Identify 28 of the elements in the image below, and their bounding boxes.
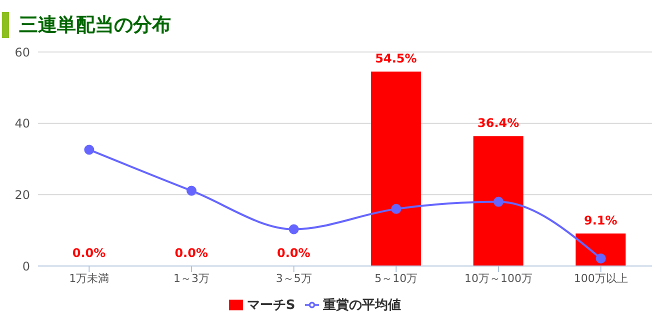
- point: [494, 196, 504, 207]
- bar: [371, 72, 421, 266]
- y-tick-label: 0: [22, 259, 30, 274]
- point: [391, 204, 402, 214]
- data-label: 0.0%: [174, 246, 208, 260]
- point: [596, 254, 606, 264]
- x-tick-label: 100万以上: [574, 272, 628, 285]
- legend-label: マーチS: [246, 298, 296, 313]
- x-tick-label: 1～3万: [174, 272, 210, 285]
- data-label: 0.0%: [72, 246, 106, 260]
- x-tick-label: 1万未満: [69, 272, 110, 285]
- y-tick-label: 40: [14, 116, 30, 131]
- data-label: 9.1%: [584, 214, 618, 228]
- bar: [576, 234, 626, 266]
- point: [84, 144, 94, 155]
- y-tick-label: 60: [14, 45, 30, 60]
- legend-label: 重賞の平均値: [323, 298, 402, 313]
- data-label: 54.5%: [375, 52, 417, 66]
- chart-title: 三連単配当の分布: [19, 13, 171, 38]
- data-label: 36.4%: [478, 116, 520, 130]
- y-tick-label: 20: [14, 188, 30, 202]
- x-tick-label: 3～5万: [276, 272, 312, 285]
- x-tick-label: 5～10万: [374, 272, 418, 285]
- data-label: 0.0%: [277, 246, 310, 260]
- point: [288, 224, 299, 234]
- bar: [473, 136, 524, 266]
- point: [186, 186, 196, 196]
- x-tick-label: 10万～100万: [464, 272, 532, 285]
